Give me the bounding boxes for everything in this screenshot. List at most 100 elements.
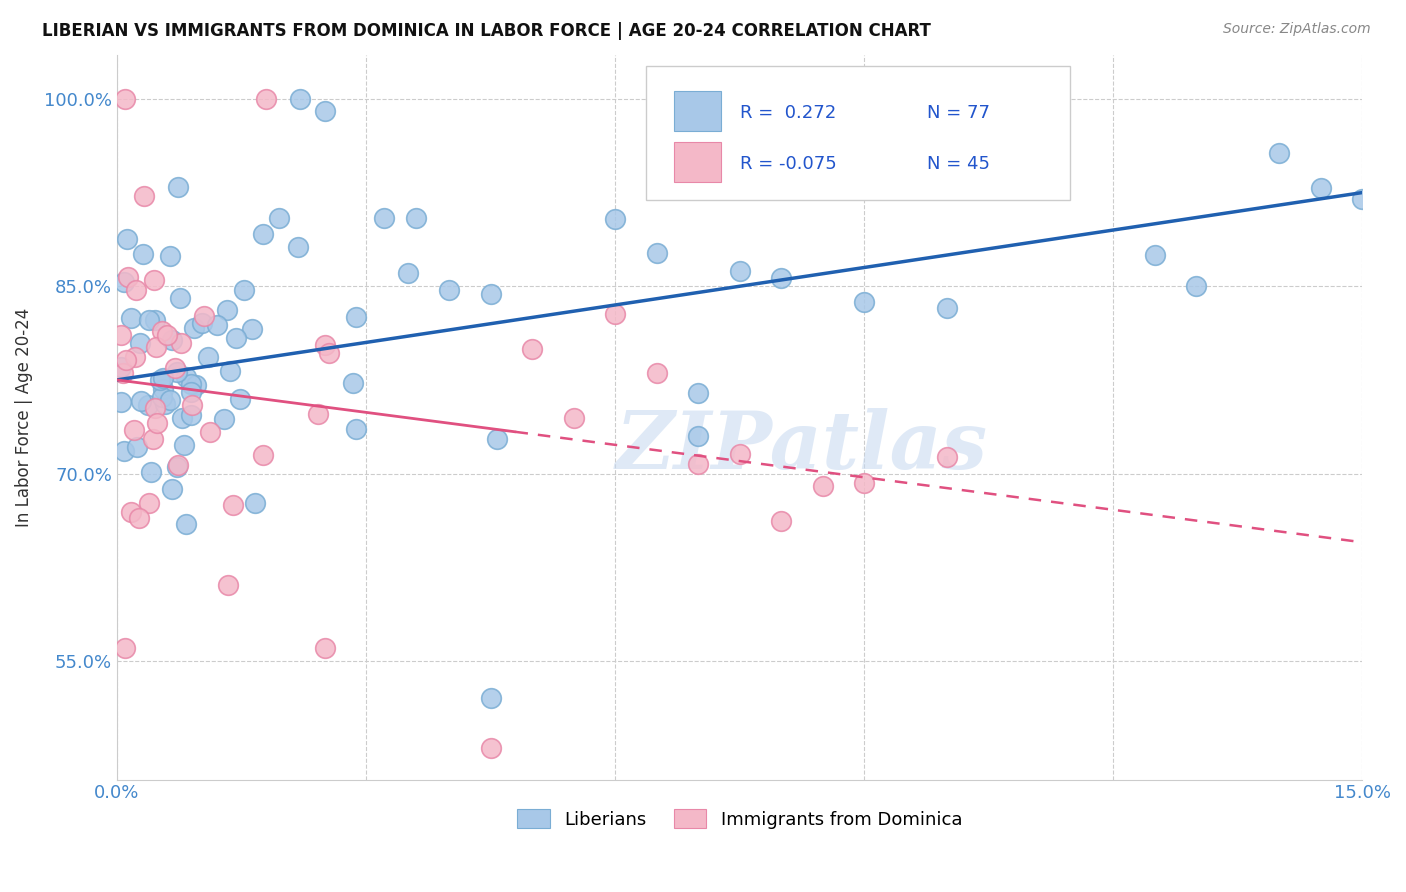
Point: [207, 318, 229, 333]
Point: [287, 240, 309, 254]
Point: [112, 366, 135, 380]
Point: [770, 514, 793, 528]
Point: [479, 741, 502, 756]
Point: [605, 212, 627, 227]
Point: [160, 333, 183, 347]
Point: [562, 410, 585, 425]
Point: [342, 376, 364, 390]
Point: [142, 432, 165, 446]
Point: [166, 365, 188, 379]
Point: [110, 359, 132, 374]
Point: [853, 475, 876, 490]
Point: [605, 308, 627, 322]
Point: [110, 328, 132, 343]
Point: [396, 266, 419, 280]
Point: [150, 391, 173, 405]
Point: [486, 432, 509, 446]
Point: [139, 465, 162, 479]
Point: [132, 188, 155, 202]
Point: [225, 331, 247, 345]
Point: [1351, 192, 1374, 206]
Point: [222, 499, 245, 513]
Point: [245, 496, 267, 510]
Point: [114, 92, 136, 106]
Point: [162, 482, 184, 496]
Point: [174, 517, 197, 532]
Point: [167, 180, 190, 194]
Point: [373, 211, 395, 226]
Point: [232, 283, 254, 297]
Point: [143, 401, 166, 415]
Point: [520, 342, 543, 356]
Point: [1185, 279, 1208, 293]
Point: [254, 92, 277, 106]
Point: [314, 641, 336, 656]
Point: [152, 370, 174, 384]
Point: [170, 411, 193, 425]
Point: [117, 269, 139, 284]
Point: [129, 393, 152, 408]
Point: [180, 385, 202, 400]
Point: [288, 92, 311, 106]
Point: [169, 291, 191, 305]
Point: [180, 408, 202, 422]
Point: [186, 378, 208, 392]
Bar: [673, 91, 721, 131]
Point: [125, 440, 148, 454]
Point: [128, 335, 150, 350]
Point: [121, 505, 143, 519]
Point: [346, 422, 368, 436]
Point: [479, 691, 502, 706]
Point: [149, 372, 172, 386]
Point: [124, 350, 146, 364]
Point: [217, 303, 239, 318]
Point: [314, 338, 336, 352]
Point: [219, 364, 242, 378]
Point: [181, 398, 204, 412]
Point: [153, 397, 176, 411]
Point: [138, 496, 160, 510]
Point: [166, 459, 188, 474]
Point: [853, 295, 876, 310]
Point: [344, 310, 367, 324]
Y-axis label: In Labor Force | Age 20-24: In Labor Force | Age 20-24: [15, 308, 32, 527]
Point: [112, 444, 135, 458]
Point: [405, 211, 427, 226]
Point: [146, 416, 169, 430]
Point: [688, 457, 710, 471]
Point: [115, 353, 138, 368]
Text: N = 45: N = 45: [927, 155, 990, 173]
Point: [143, 313, 166, 327]
Point: [645, 245, 668, 260]
Point: [110, 395, 132, 409]
Point: [1268, 146, 1291, 161]
Point: [136, 398, 159, 412]
Text: Source: ZipAtlas.com: Source: ZipAtlas.com: [1223, 22, 1371, 37]
Point: [217, 577, 239, 591]
Point: [252, 448, 274, 462]
Text: LIBERIAN VS IMMIGRANTS FROM DOMINICA IN LABOR FORCE | AGE 20-24 CORRELATION CHAR: LIBERIAN VS IMMIGRANTS FROM DOMINICA IN …: [42, 22, 931, 40]
Point: [688, 385, 710, 400]
Point: [1019, 94, 1042, 108]
Point: [437, 283, 460, 297]
Text: N = 77: N = 77: [927, 104, 990, 122]
Point: [314, 104, 336, 119]
Point: [936, 301, 959, 315]
Point: [197, 351, 219, 365]
Point: [688, 429, 710, 443]
Point: [212, 411, 235, 425]
Legend: Liberians, Immigrants from Dominica: Liberians, Immigrants from Dominica: [510, 802, 969, 836]
Point: [138, 313, 160, 327]
Point: [198, 425, 221, 439]
Point: [180, 377, 202, 392]
Point: [936, 450, 959, 465]
Point: [1310, 181, 1333, 195]
Point: [193, 309, 215, 323]
FancyBboxPatch shape: [647, 66, 1070, 200]
Point: [183, 320, 205, 334]
Point: [645, 366, 668, 380]
Point: [143, 273, 166, 287]
Point: [174, 370, 197, 384]
Point: [252, 227, 274, 241]
Point: [152, 382, 174, 396]
